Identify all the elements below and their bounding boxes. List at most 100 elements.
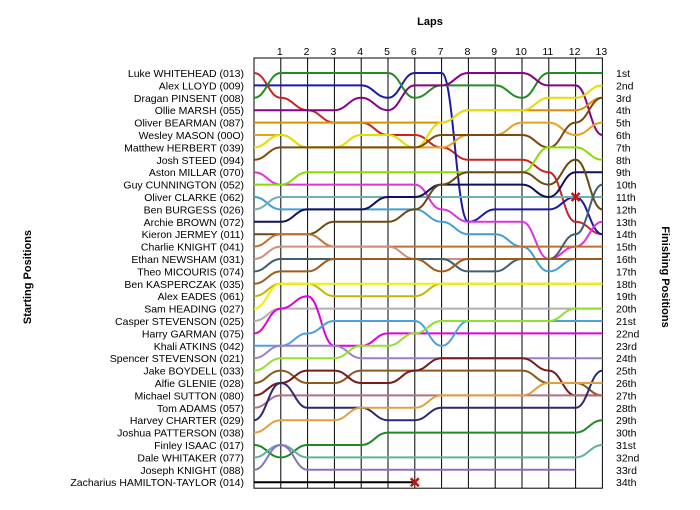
finishing-position-label: 21st xyxy=(616,316,636,328)
lap-tick-label: 11 xyxy=(542,46,553,58)
finishing-position-label: 18th xyxy=(616,279,637,291)
driver-label: Archie BROWN (072) xyxy=(144,217,244,229)
lap-tick-label: 8 xyxy=(464,46,470,58)
finishing-position-label: 16th xyxy=(616,254,637,266)
driver-label: Charlie KNIGHT (041) xyxy=(141,242,244,254)
series-line xyxy=(253,183,603,273)
series-line xyxy=(253,307,603,322)
driver-label: Khali ATKINS (042) xyxy=(154,341,244,353)
finishing-position-label: 31st xyxy=(616,440,636,452)
driver-label: Sam HEADING (027) xyxy=(144,304,244,316)
chart-title: Laps xyxy=(417,16,443,28)
finishing-position-label: 17th xyxy=(616,266,637,278)
series-line xyxy=(253,72,603,99)
driver-label: Aston MILLAR (070) xyxy=(149,167,244,179)
driver-label: Harry GARMAN (075) xyxy=(142,328,244,340)
driver-label: Joseph KNIGHT (088) xyxy=(140,465,244,477)
series-line xyxy=(253,369,603,422)
lap-tick-label: 9 xyxy=(491,46,497,58)
finishing-position-label: 33rd xyxy=(616,465,637,477)
finishing-position-label: 7th xyxy=(616,142,631,154)
finishing-position-label: 10th xyxy=(616,180,637,192)
series-line xyxy=(253,233,603,248)
driver-label: Kieron JERMEY (011) xyxy=(142,229,244,241)
driver-label: Finley ISAAC (017) xyxy=(154,440,244,452)
series-line xyxy=(253,344,603,360)
lap-tick-label: 5 xyxy=(384,46,390,58)
finishing-position-label: 2nd xyxy=(616,80,634,92)
series-line xyxy=(253,382,603,434)
driver-label: Oliver BEARMAN (087) xyxy=(134,118,244,130)
driver-label: Theo MICOURIS (074) xyxy=(137,266,244,278)
driver-label: Alex EADES (061) xyxy=(158,291,244,303)
finishing-position-label: 6th xyxy=(616,130,631,142)
series-line xyxy=(253,357,603,397)
driver-label: Casper STEVENSON (025) xyxy=(115,316,244,328)
series-line xyxy=(254,72,603,136)
finishing-position-label: 8th xyxy=(616,155,631,167)
driver-label: Ethan NEWSHAM (031) xyxy=(131,254,244,266)
driver-label: Tom ADAMS (057) xyxy=(157,403,244,415)
series-line xyxy=(253,72,603,236)
lap-tick-label: 3 xyxy=(330,46,336,58)
finishing-position-label: 9th xyxy=(616,167,631,179)
series-line xyxy=(253,419,603,459)
finishing-position-label: 19th xyxy=(616,291,637,303)
lap-tick-label: 12 xyxy=(569,46,581,58)
finishing-labels: 1st2nd3rd4th5th6th7th8th9th10th11th12th1… xyxy=(616,68,640,489)
series-line xyxy=(253,444,603,459)
series-line xyxy=(253,84,603,149)
driver-label: Ollie MARSH (055) xyxy=(155,105,244,117)
finishing-position-label: 24th xyxy=(616,353,637,365)
lap-tick-label: 13 xyxy=(596,46,608,58)
driver-label: Luke WHITEHEAD (013) xyxy=(128,68,244,80)
driver-label: Josh STEED (094) xyxy=(156,155,244,167)
lap-tick-label: 7 xyxy=(438,46,444,58)
series-line xyxy=(253,196,603,211)
driver-label: Alex LLOYD (009) xyxy=(159,80,244,92)
finishing-position-label: 14th xyxy=(616,229,637,241)
finishing-position-label: 25th xyxy=(616,366,637,378)
finishing-position-label: 23rd xyxy=(616,341,637,353)
finishing-position-label: 27th xyxy=(616,390,637,402)
driver-label: Ben BURGESS (026) xyxy=(144,204,244,216)
finishing-position-label: 22nd xyxy=(616,328,640,340)
lap-tick-label: 4 xyxy=(357,46,363,58)
driver-label: Guy CUNNINGTON (052) xyxy=(123,180,244,192)
lap-tick-label: 10 xyxy=(515,46,527,58)
series-line xyxy=(253,282,603,298)
finishing-position-label: 4th xyxy=(616,105,631,117)
driver-label: Zacharius HAMILTON-TAYLOR (014) xyxy=(70,477,244,489)
finishing-position-label: 3rd xyxy=(616,93,631,105)
y-axis-label-right: Finishing Positions xyxy=(659,226,671,327)
finishing-position-label: 28th xyxy=(616,403,637,415)
finishing-position-label: 13th xyxy=(616,217,637,229)
finishing-position-label: 30th xyxy=(616,428,637,440)
retirement-cross-stroke xyxy=(409,477,420,488)
series-line xyxy=(253,444,576,471)
finishing-position-label: 34th xyxy=(616,477,637,489)
lap-ticks: 1 2 3 4 5 6 7 8 9 10 11 12 13 xyxy=(277,46,608,58)
series-lines xyxy=(253,72,603,484)
finishing-position-label: 1st xyxy=(616,68,630,80)
finishing-position-label: 15th xyxy=(616,242,637,254)
driver-label: Jake BOYDELL (033) xyxy=(143,366,244,378)
finishing-position-label: 11th xyxy=(616,192,636,204)
finishing-position-label: 29th xyxy=(616,415,637,427)
driver-label: Oliver CLARKE (062) xyxy=(144,192,244,204)
driver-label: Michael SUTTON (080) xyxy=(134,390,244,402)
series-line xyxy=(253,282,603,310)
lap-tick-label: 1 xyxy=(277,46,283,58)
plot-frame xyxy=(253,57,603,489)
retirement-cross-stroke xyxy=(570,192,581,202)
y-axis-label-left: Starting Positions xyxy=(22,230,34,324)
driver-label: Wesley MASON (00O) xyxy=(139,130,244,142)
driver-label: Dale WHITAKER (077) xyxy=(137,452,244,464)
lap-tick-label: 6 xyxy=(411,46,417,58)
series-line xyxy=(254,158,603,236)
finishing-position-label: 12th xyxy=(616,204,637,216)
lap-tick-label: 2 xyxy=(304,46,310,58)
driver-label: Matthew HERBERT (039) xyxy=(124,142,244,154)
series-line xyxy=(253,245,603,260)
driver-label: Spencer STEVENSON (021) xyxy=(110,353,244,365)
